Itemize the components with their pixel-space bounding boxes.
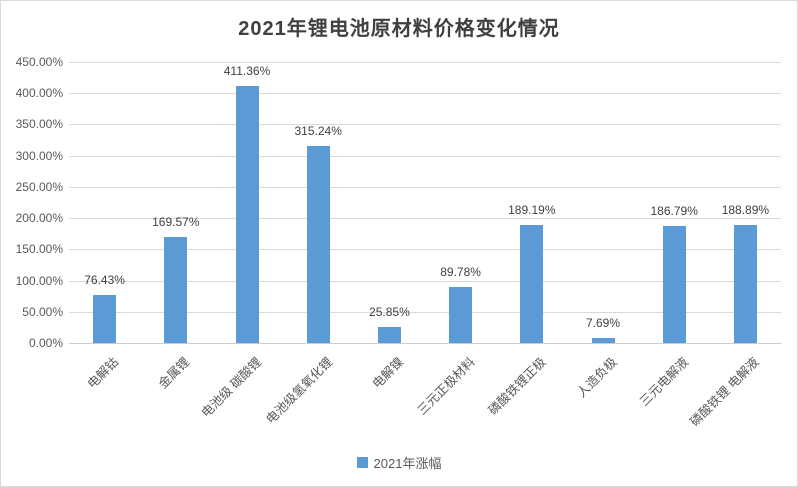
bar-data-label: 89.78%: [440, 264, 481, 279]
x-axis-category-label: 电池级氢氧化锂: [263, 354, 335, 427]
bar: [733, 225, 757, 343]
bar-data-label: 315.24%: [294, 124, 342, 139]
y-axis-tick-label: 50.00%: [22, 304, 63, 319]
bar-data-label: 411.36%: [223, 64, 271, 79]
bar-data-label: 7.69%: [585, 316, 621, 331]
x-axis-line: [69, 343, 781, 344]
bar: [377, 326, 401, 343]
y-axis-tick-label: 300.00%: [15, 148, 63, 163]
gridline: [69, 218, 781, 220]
y-axis-tick-label: 200.00%: [15, 211, 63, 226]
gridline: [69, 249, 781, 251]
bar-data-label: 188.89%: [721, 203, 770, 218]
bar: [520, 224, 544, 343]
gridline: [69, 124, 781, 126]
bar: [235, 86, 259, 343]
y-axis-tick-label: 450.00%: [15, 55, 63, 69]
gridline: [69, 186, 781, 188]
x-axis-category-label: 电解镍: [369, 354, 407, 392]
legend: 2021年涨幅: [1, 453, 797, 472]
x-axis-category-label: 人造负极: [574, 354, 620, 401]
y-axis-tick-label: 150.00%: [15, 242, 63, 257]
x-axis-category-label: 磷酸铁锂正极: [485, 354, 549, 418]
bar: [662, 226, 686, 343]
bar-data-label: 169.57%: [152, 215, 200, 230]
bar: [449, 286, 473, 343]
x-axis-category-label: 金属锂: [156, 354, 193, 392]
y-axis-tick-label: 350.00%: [15, 117, 63, 132]
gridline: [69, 62, 781, 63]
bar-data-label: 25.85%: [369, 304, 410, 319]
bar: [306, 146, 330, 343]
plot-area: 76.43% 169.57% 411.36% 315.24% 25.85% 89.78% 1…: [69, 62, 781, 344]
x-axis-category-label: 电池级 碳酸锂: [198, 354, 264, 421]
y-axis-tick-label: 250.00%: [15, 179, 63, 194]
gridline: [69, 93, 781, 95]
gridline: [69, 311, 781, 313]
gridline: [69, 155, 781, 157]
legend-marker-icon: [356, 457, 368, 468]
gridline: [69, 280, 781, 282]
legend-label: 2021年涨幅: [373, 456, 442, 471]
chart-title: 2021年锂电池原材料价格变化情况: [238, 18, 560, 40]
bar: [93, 295, 117, 343]
x-axis-category-label: 磷酸铁锂 电解液: [687, 354, 763, 430]
bar: [164, 237, 188, 343]
x-axis-category-label: 三元正极材料: [414, 354, 478, 418]
bar-data-label: 189.19%: [508, 202, 556, 217]
y-axis-tick-label: 0.00%: [28, 336, 63, 350]
x-axis-category-label: 电解钴: [84, 354, 122, 392]
y-axis-tick-label: 400.00%: [15, 86, 63, 101]
bar-data-label: 76.43%: [84, 273, 125, 288]
bar-data-label: 186.79%: [650, 204, 698, 219]
bar: [591, 338, 615, 343]
x-axis-category-label: 三元电解液: [636, 354, 691, 409]
y-axis-tick-label: 100.00%: [15, 273, 63, 288]
